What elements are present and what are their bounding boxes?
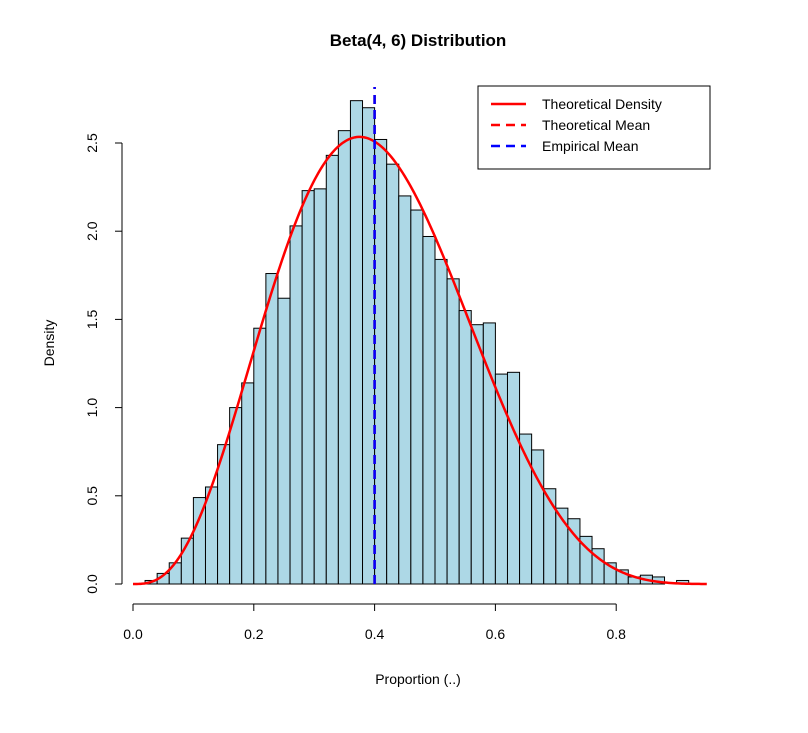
histogram-bar [506, 371, 521, 585]
x-tick-label: 0.6 [486, 626, 506, 642]
histogram-bar [386, 163, 400, 585]
histogram-bar [422, 235, 436, 585]
y-tick-label: 0.0 [84, 574, 100, 594]
histogram-bar [362, 107, 376, 585]
x-tick-label: 0.2 [244, 626, 264, 642]
x-axis: 0.0 0.2 0.4 0.6 0.8 [123, 603, 626, 642]
histogram-bar [446, 278, 460, 585]
y-tick-label: 2.0 [84, 221, 100, 241]
histogram-bar [337, 130, 351, 585]
y-tick-label: 0.5 [84, 486, 100, 506]
chart-title: Beta(4, 6) Distribution [330, 31, 507, 50]
histogram-bar [289, 225, 303, 585]
legend: Theoretical Density Theoretical Mean Empir… [477, 85, 711, 170]
histogram-bar [229, 407, 243, 585]
legend-label: Theoretical Density [542, 96, 662, 112]
histogram-bar [470, 324, 484, 585]
histogram-bar [543, 488, 557, 585]
histogram-bar [313, 188, 327, 585]
histogram-bars [144, 100, 690, 585]
legend-label: Empirical Mean [542, 138, 638, 154]
y-axis: 0.0 0.5 1.0 1.5 2.0 2.5 [84, 133, 123, 594]
histogram-bar [349, 100, 364, 585]
histogram-bar [253, 327, 267, 585]
histogram-bar [494, 373, 508, 585]
histogram-bar [277, 297, 291, 585]
histogram-bar [241, 382, 255, 585]
theoretical-density-curve [133, 135, 707, 586]
x-axis-label: Proportion (..) [375, 671, 461, 687]
histogram-bar [265, 273, 279, 585]
histogram-bar [410, 209, 424, 585]
histogram-bar [398, 195, 412, 585]
histogram-bar [434, 258, 448, 585]
histogram-bar [458, 310, 472, 585]
y-tick-label: 1.0 [84, 398, 100, 418]
histogram-bar [325, 154, 339, 585]
histogram-bar [301, 190, 315, 585]
legend-label: Theoretical Mean [542, 117, 650, 133]
y-tick-label: 2.5 [84, 133, 100, 153]
y-axis-label: Density [41, 320, 57, 367]
legend-box [477, 85, 711, 170]
x-tick-label: 0.8 [606, 626, 626, 642]
y-tick-label: 1.5 [84, 309, 100, 329]
histogram-bar [374, 138, 388, 585]
x-tick-label: 0.4 [365, 626, 385, 642]
histogram-bar [168, 562, 182, 585]
x-tick-label: 0.0 [123, 626, 143, 642]
